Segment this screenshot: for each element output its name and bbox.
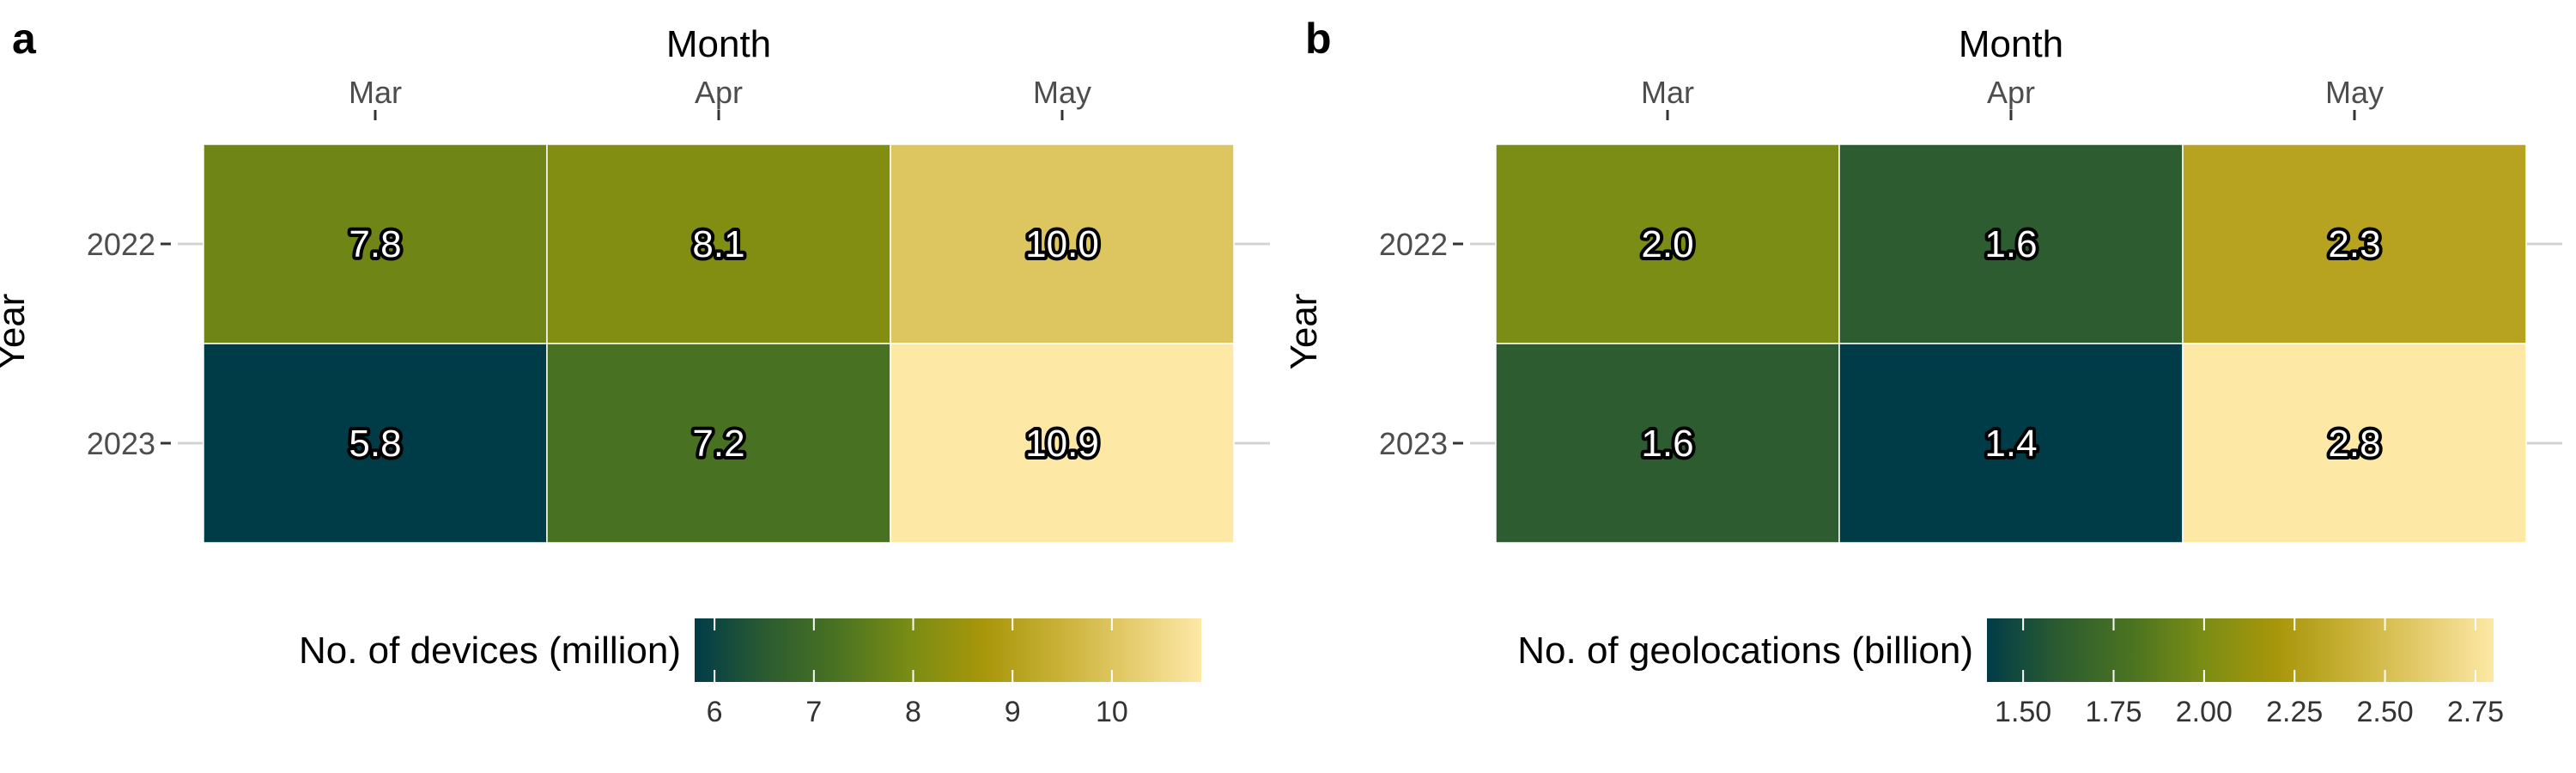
legend-tick-label: 1.50: [1995, 696, 2051, 728]
x-tick-label: Mar: [349, 75, 402, 110]
cell-value-label: 2.0: [1641, 223, 1693, 265]
heatmap-cell: [1838, 343, 2184, 544]
heatmap-cell: [203, 343, 548, 544]
cell-value-label: 1.6: [1984, 223, 2037, 265]
cell-value-label: 1.6: [1641, 423, 1693, 465]
legend-title: No. of geolocations (billion): [1517, 630, 1973, 672]
x-tick-label: Apr: [695, 75, 743, 110]
cell-value-label: 1.4: [1984, 423, 2037, 465]
legend-tick-label: 8: [905, 696, 921, 728]
legend-tick-label: 2.25: [2266, 696, 2323, 728]
legend-tick-label: 2.75: [2447, 696, 2504, 728]
panel-label: b: [1305, 15, 1332, 63]
y-axis-title: Year: [1283, 294, 1325, 370]
cell-value-label: 10.0: [1025, 223, 1099, 265]
heatmap-cell: [1838, 143, 2184, 344]
y-axis-title: Year: [0, 294, 33, 370]
x-tick-label: Apr: [1987, 75, 2035, 110]
legend-tick-label: 1.75: [2085, 696, 2142, 728]
legend-tick-label: 6: [707, 696, 723, 728]
heatmap-cell: [2182, 343, 2527, 544]
cell-value-label: 7.8: [349, 223, 401, 265]
heatmap-cell: [546, 143, 891, 344]
x-axis-title: Month: [666, 23, 771, 65]
cell-value-label: 2.3: [2328, 223, 2380, 265]
cell-value-label: 5.8: [349, 423, 401, 465]
panel-label: a: [12, 15, 37, 63]
x-tick-label: May: [1033, 75, 1091, 110]
legend-tick-label: 2.00: [2176, 696, 2233, 728]
legend-tick-label: 9: [1005, 696, 1021, 728]
heatmap-cell: [890, 343, 1235, 544]
legend-tick-label: 7: [805, 696, 822, 728]
x-axis-title: Month: [1959, 23, 2063, 65]
cell-value-label: 7.2: [692, 423, 744, 465]
legend-tick-label: 2.50: [2356, 696, 2413, 728]
legend-colorbar: [695, 618, 1201, 682]
y-tick-label: 2023: [1379, 426, 1448, 461]
legend-title: No. of devices (million): [299, 630, 681, 672]
heatmap-cell: [203, 143, 548, 344]
heatmap-cell: [1495, 343, 1840, 544]
y-tick-label: 2023: [87, 426, 155, 461]
x-tick-label: May: [2325, 75, 2384, 110]
cell-value-label: 2.8: [2328, 423, 2380, 465]
y-tick-label: 2022: [87, 227, 155, 262]
legend-tick-label: 10: [1096, 696, 1128, 728]
cell-value-label: 10.9: [1025, 423, 1099, 465]
legend-colorbar: [1987, 618, 2494, 682]
heatmap-cell: [2182, 143, 2527, 344]
x-tick-label: Mar: [1641, 75, 1694, 110]
cell-value-label: 8.1: [692, 223, 744, 265]
y-tick-label: 2022: [1379, 227, 1448, 262]
heatmap-cell: [890, 143, 1235, 344]
heatmap-cell: [1495, 143, 1840, 344]
